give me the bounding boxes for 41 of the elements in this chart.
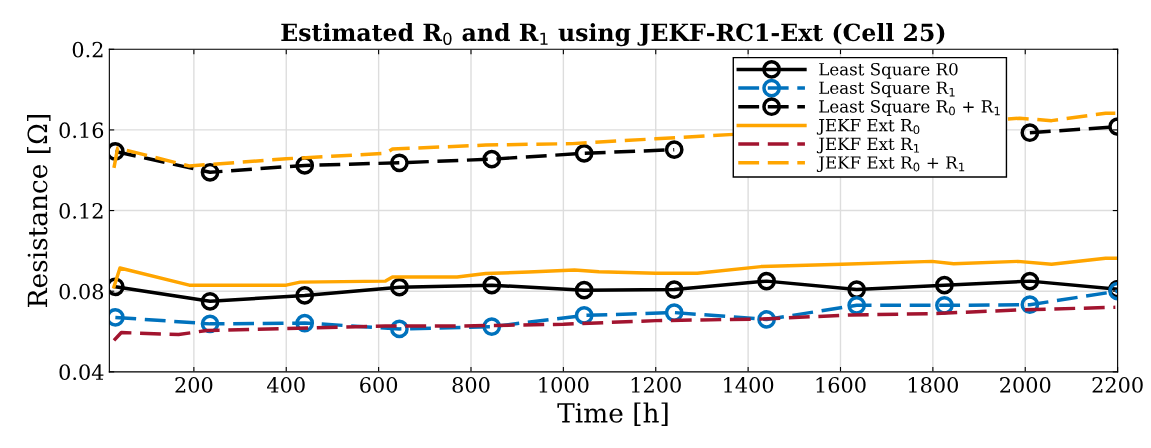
x-tick-label: 600 — [360, 377, 398, 393]
point — [847, 295, 867, 315]
legend-label: JEKF Ext R$_{0}$ + R$_{1}$ — [816, 156, 965, 173]
legend-label: Least Square R0 — [819, 62, 958, 79]
x-tick-label: 1600 — [816, 377, 866, 393]
point — [1020, 271, 1040, 291]
chart-title: Estimated R$_{0}$ and R$_{1}$ using JEKF-RC1-Ext (Cell 25) — [281, 23, 945, 47]
point — [664, 140, 684, 160]
point — [390, 277, 409, 297]
legend-label: Least Square R$_{0}$ + R$_{1}$ — [819, 100, 1000, 116]
y-tick-label: 0.16 — [59, 122, 104, 139]
y-tick-label: 0.2 — [72, 41, 103, 58]
point — [390, 153, 409, 173]
point — [482, 275, 502, 295]
y-tick-label: 0.12 — [59, 203, 103, 219]
y-axis-title: Resistance [Ω] — [27, 115, 51, 307]
legend-label: JEKF Ext R$_{0}$ — [816, 119, 920, 135]
x-tick-label: 400 — [267, 377, 305, 393]
x-tick-label: 1200 — [631, 377, 681, 393]
x-tick-label: 2000 — [1000, 377, 1051, 393]
x-tick-label: 1000 — [539, 377, 589, 393]
point — [200, 162, 220, 182]
point — [664, 280, 684, 299]
x-tick-label: 2200 — [1092, 377, 1143, 393]
legend-label: JEKF Ext R$_{1}$ — [816, 137, 920, 154]
point — [1020, 123, 1040, 143]
x-tick-label: 1800 — [908, 377, 958, 393]
x-tick-label: 1400 — [724, 377, 774, 393]
x-tick-label: 200 — [175, 377, 213, 393]
x-axis-title: Time [h] — [557, 402, 668, 426]
x-tick-label: 800 — [452, 377, 490, 393]
legend-label: Least Square R$_{1}$ — [819, 81, 955, 98]
point — [757, 271, 776, 291]
point — [574, 280, 594, 300]
point — [200, 291, 220, 311]
point — [935, 275, 954, 295]
point — [295, 286, 315, 305]
point — [482, 149, 502, 169]
y-tick-label: 0.04 — [59, 364, 104, 381]
y-tick-label: 0.08 — [59, 283, 104, 300]
point — [574, 143, 594, 163]
